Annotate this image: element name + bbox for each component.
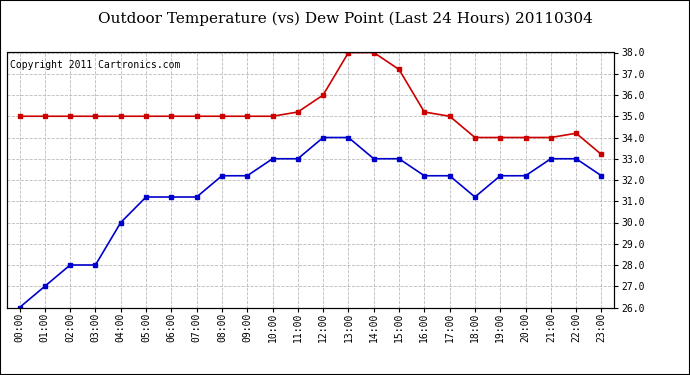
Text: Outdoor Temperature (vs) Dew Point (Last 24 Hours) 20110304: Outdoor Temperature (vs) Dew Point (Last… xyxy=(97,11,593,26)
Text: Copyright 2011 Cartronics.com: Copyright 2011 Cartronics.com xyxy=(10,60,180,70)
